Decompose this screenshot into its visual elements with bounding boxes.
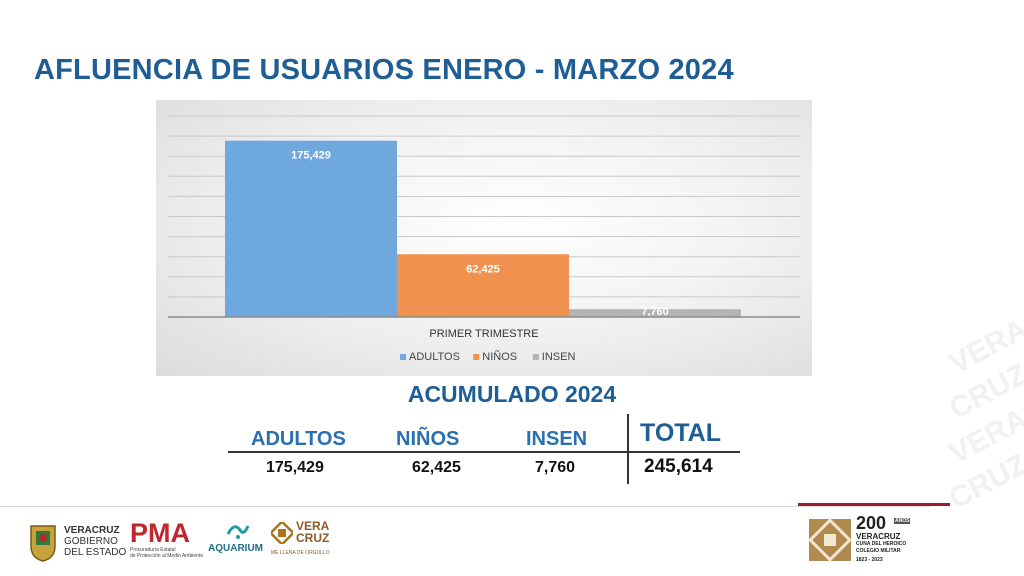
anniv-text-1: CUNA DEL HEROICO (856, 541, 907, 547)
footer-divider (0, 506, 930, 507)
summary-value-ninos: 62,425 (412, 459, 461, 476)
cruz-label: CRUZ (296, 531, 330, 545)
summary-value-insen: 7,760 (535, 459, 576, 476)
page-title: AFLUENCIA DE USUARIOS ENERO - MARZO 2024 (34, 54, 734, 86)
legend-swatch-insen (532, 354, 539, 360)
veracruz-label: VERACRUZ (64, 525, 120, 536)
legend-label-insen: INSEN (542, 351, 576, 363)
bar-insen (569, 309, 741, 317)
anniv-years: AÑOS (894, 518, 911, 524)
data-label-adultos: 175,429 (291, 150, 331, 162)
legend-label-niños: NIÑOS (482, 350, 517, 363)
pma-sub-2: de Protección al Medio Ambiente (130, 553, 204, 559)
anniv-dates: 1823 - 2023 (856, 557, 883, 563)
bar-niños (397, 254, 569, 317)
summary-head-total: TOTAL (640, 419, 722, 447)
summary-value-adultos: 175,429 (266, 459, 324, 476)
legend-swatch-niños (473, 354, 480, 360)
summary-divider-vertical (627, 414, 629, 484)
summary-divider-horizontal (228, 451, 740, 453)
veracruz-gobierno-logo: VERACRUZ GOBIERNO DEL ESTADO (28, 520, 128, 564)
wave-icon (226, 525, 250, 539)
data-label-niños: 62,425 (466, 263, 500, 275)
anniversary-logo: 200 AÑOS VERACRUZ CUNA DEL HEROICO COLEG… (808, 513, 933, 568)
del-estado-label: DEL ESTADO (64, 547, 127, 558)
bar-adultos (225, 140, 397, 317)
gobierno-label: GOBIERNO (64, 536, 118, 547)
aquarium-label: AQUARIUM (208, 543, 263, 554)
anniversary-emblem-icon (808, 518, 852, 562)
summary-value-total: 245,614 (644, 456, 713, 477)
summary-title: ACUMULADO 2024 (407, 381, 617, 407)
anniv-place: VERACRUZ (856, 532, 901, 541)
aquarium-logo: AQUARIUM (208, 518, 268, 562)
summary-head-insen: INSEN (526, 428, 588, 450)
slogan-label: ME LLENA DE ORGULLO (271, 550, 330, 556)
pma-label: PMA (130, 518, 190, 548)
pma-logo: PMA Procuraduría Estatal de Protección a… (130, 520, 210, 564)
knot-icon (271, 522, 293, 544)
legend-swatch-adultos (400, 354, 406, 360)
chart-svg: 175,429 62,425 7,760 PRIMER TRIMESTRE ADULTO… (168, 115, 800, 363)
footer-accent-line (798, 503, 950, 506)
coat-of-arms-icon (30, 525, 56, 562)
data-label-insen: 7,760 (641, 306, 669, 318)
summary-head-adultos: ADULTOS (251, 428, 346, 450)
vera-label: VERA (296, 519, 330, 533)
anniv-text-2: COLEGIO MILITAR (856, 548, 901, 554)
veracruz-brand-logo: VERA CRUZ ME LLENA DE ORGULLO (271, 520, 341, 564)
x-tick-label: PRIMER TRIMESTRE (429, 328, 538, 340)
summary-head-ninos: NIÑOS (396, 428, 460, 450)
bar-chart: 175,429 62,425 7,760 PRIMER TRIMESTRE ADULTO… (156, 100, 812, 376)
anniv-number: 200 (856, 513, 887, 533)
pma-sub-1: Procuraduría Estatal (130, 547, 176, 553)
legend-label-adultos: ADULTOS (409, 351, 460, 363)
